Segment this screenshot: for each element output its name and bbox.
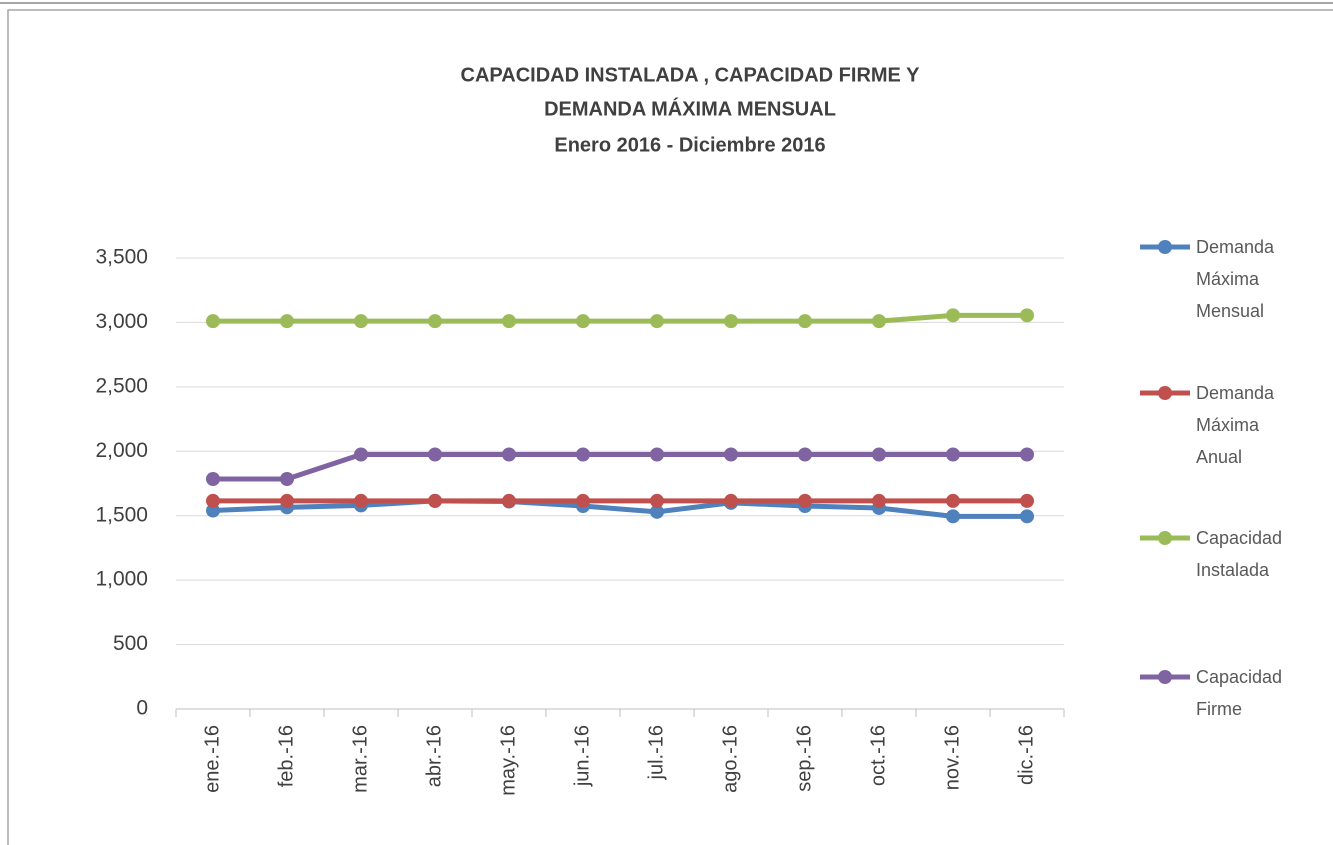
x-tick-label: jun.-16 — [571, 725, 593, 787]
x-tick-label: dic.-16 — [1015, 725, 1037, 785]
frame — [7, 9, 1333, 845]
data-point — [576, 447, 590, 462]
data-point — [428, 493, 442, 508]
y-tick-label: 3,500 — [95, 246, 148, 269]
data-point — [650, 314, 664, 329]
x-tick-label: oct.-16 — [867, 725, 889, 786]
data-point — [280, 493, 294, 508]
legend-label: Capacidad Firme — [1196, 667, 1283, 719]
data-point — [502, 314, 516, 329]
data-point — [206, 314, 220, 329]
data-point — [724, 314, 738, 329]
legend-label: Capacidad Instalada — [1196, 528, 1283, 580]
y-tick-label: 2,000 — [95, 439, 148, 462]
data-point — [1020, 509, 1034, 524]
x-tick-label: feb.-16 — [275, 725, 297, 787]
y-tick-label: 2,500 — [95, 374, 148, 397]
x-tick-label: abr.-16 — [423, 725, 445, 787]
legend-marker — [1158, 386, 1172, 400]
data-point — [576, 314, 590, 329]
data-point — [1020, 447, 1034, 462]
data-point — [946, 509, 960, 524]
data-point — [946, 447, 960, 462]
x-tick-label: nov.-16 — [941, 725, 963, 790]
data-point — [798, 493, 812, 508]
data-point — [502, 493, 516, 508]
data-point — [798, 314, 812, 329]
data-point — [650, 447, 664, 462]
data-point — [502, 447, 516, 462]
data-point — [280, 314, 294, 329]
x-tick-label: jul.-16 — [645, 725, 667, 780]
x-tick-label: sep.-16 — [793, 725, 815, 792]
x-tick-label: ago.-16 — [719, 725, 741, 793]
data-point — [872, 447, 886, 462]
data-point — [206, 503, 220, 518]
y-tick-label: 500 — [113, 632, 148, 655]
data-point — [724, 493, 738, 508]
data-point — [1020, 493, 1034, 508]
series-line — [213, 452, 1027, 482]
data-point — [946, 493, 960, 508]
data-point — [354, 447, 368, 462]
data-point — [428, 447, 442, 462]
legend-label: Demanda Máxima Anual — [1196, 383, 1275, 467]
series-line — [213, 312, 1027, 324]
data-point — [724, 447, 738, 462]
data-point — [206, 493, 220, 508]
y-tick-label: 1,500 — [95, 503, 148, 526]
data-point — [650, 504, 664, 519]
data-point — [1020, 308, 1034, 323]
legend-marker — [1158, 240, 1172, 254]
series-line — [212, 498, 1027, 519]
data-point — [206, 471, 220, 486]
legend-marker — [1158, 670, 1172, 684]
x-tick-label: mar.-16 — [349, 725, 371, 793]
data-point — [650, 493, 664, 508]
legend-label: Demanda Máxima Mensual — [1196, 237, 1275, 321]
x-tick-label: ene.-16 — [201, 725, 223, 793]
data-point — [872, 314, 886, 329]
y-tick-label: 1,000 — [95, 568, 148, 591]
chart-subtitle: Enero 2016 - Diciembre 2016 — [554, 134, 825, 156]
data-point — [354, 493, 368, 508]
data-point — [872, 493, 886, 508]
y-tick-label: 3,000 — [95, 310, 148, 333]
data-point — [946, 308, 960, 323]
data-point — [428, 314, 442, 329]
data-point — [354, 314, 368, 329]
y-tick-label: 0 — [136, 697, 148, 720]
data-point — [576, 493, 590, 508]
chart-title: CAPACIDAD INSTALADA , CAPACIDAD FIRME Y — [461, 64, 921, 86]
chart-title: DEMANDA MÁXIMA MENSUAL — [544, 97, 836, 120]
data-point — [280, 471, 294, 486]
legend-marker — [1158, 531, 1172, 545]
data-point — [798, 447, 812, 462]
x-tick-label: may.-16 — [497, 725, 519, 796]
